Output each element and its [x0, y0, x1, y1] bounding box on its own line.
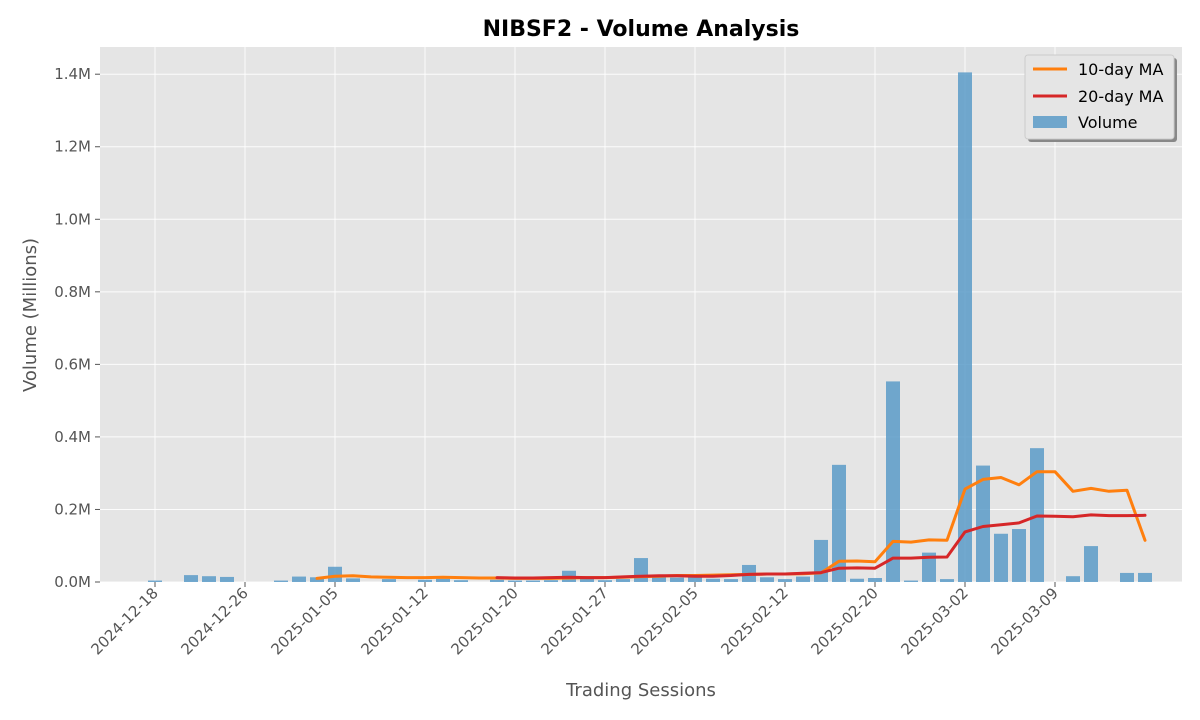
volume-bar: [688, 577, 702, 582]
volume-bar: [454, 580, 468, 582]
volume-bar: [382, 579, 396, 582]
volume-bar: [976, 465, 990, 582]
volume-bar: [598, 580, 612, 582]
y-tick-label: 0.0M: [54, 573, 91, 591]
volume-bar: [922, 552, 936, 582]
volume-bar: [346, 578, 360, 582]
volume-bar: [940, 579, 954, 582]
volume-bar: [652, 576, 666, 582]
x-tick-label: 2025-01-05: [267, 584, 341, 658]
volume-bar: [1012, 529, 1026, 582]
x-tick-label: 2025-02-20: [807, 584, 881, 658]
x-tick-label: 2024-12-26: [177, 584, 251, 658]
volume-bar: [634, 558, 648, 582]
volume-bar: [148, 580, 162, 582]
volume-bar: [778, 579, 792, 582]
y-tick-label: 0.4M: [54, 428, 91, 446]
volume-bar: [436, 578, 450, 582]
volume-bar: [490, 579, 504, 582]
volume-bar: [526, 580, 540, 582]
y-tick-label: 1.2M: [54, 138, 91, 156]
y-tick-label: 1.4M: [54, 65, 91, 83]
x-tick-label: 2025-02-05: [627, 584, 701, 658]
volume-bar: [328, 566, 342, 582]
x-tick-label: 2025-02-12: [717, 584, 791, 658]
volume-bar: [1084, 546, 1098, 582]
volume-bar: [274, 580, 288, 582]
20-day-ma-line: [495, 513, 1147, 580]
chart-title: NIBSF2 - Volume Analysis: [483, 17, 800, 42]
volume-bar: [796, 576, 810, 582]
x-tick-label: 2025-03-02: [897, 584, 971, 658]
volume-bar: [886, 381, 900, 582]
x-axis-label: Trading Sessions: [565, 680, 716, 701]
volume-bar: [202, 576, 216, 582]
volume-bar: [724, 579, 738, 582]
legend-label-10-day-ma: 10-day MA: [1078, 60, 1163, 79]
volume-bar: [832, 464, 846, 582]
volume-bar: [544, 580, 558, 582]
volume-bar: [706, 578, 720, 582]
volume-bar: [220, 576, 234, 582]
volume-bar: [868, 578, 882, 582]
volume-bar: [994, 533, 1008, 582]
volume-bars: [148, 72, 1152, 582]
y-tick-label: 0.2M: [54, 500, 91, 518]
volume-bar: [580, 578, 594, 582]
volume-bar: [508, 580, 522, 582]
x-tick-label: 2025-01-20: [447, 584, 521, 658]
volume-bar: [184, 575, 198, 582]
volume-bar: [670, 577, 684, 582]
x-axis-ticks: 2024-12-18 2024-12-26 2025-01-05 2025-01-12…: [87, 582, 1062, 658]
volume-bar: [616, 579, 630, 582]
legend-label-20-day-ma: 20-day MA: [1078, 87, 1163, 106]
volume-bar: [1138, 572, 1152, 582]
volume-bar: [760, 577, 774, 582]
volume-bar: [904, 580, 918, 582]
legend-label-volume: Volume: [1078, 113, 1138, 132]
volume-bar: [418, 579, 432, 582]
volume-bar: [292, 576, 306, 582]
y-tick-label: 1.0M: [54, 210, 91, 228]
y-tick-label: 0.8M: [54, 283, 91, 301]
volume-bar: [814, 539, 828, 582]
x-tick-label: 2025-01-27: [537, 584, 611, 658]
legend: 10-day MA 20-day MA Volume: [1024, 54, 1177, 142]
y-tick-label: 0.6M: [54, 355, 91, 373]
volume-bar: [850, 578, 864, 582]
x-tick-label: 2025-03-09: [987, 584, 1061, 658]
volume-bar: [1120, 572, 1134, 582]
y-axis-ticks: 0.0M 0.2M 0.4M 0.6M 0.8M 1.0M 1.2M 1.4M: [54, 65, 100, 591]
volume-bar: [958, 72, 972, 582]
legend-swatch-volume: [1033, 116, 1067, 128]
x-tick-label: 2025-01-12: [357, 584, 431, 658]
plot-background: [100, 47, 1182, 582]
x-tick-label: 2024-12-18: [87, 584, 161, 658]
moving-average-lines: [315, 470, 1147, 580]
volume-bar: [1066, 576, 1080, 582]
y-axis-label: Volume (Millions): [20, 238, 41, 392]
